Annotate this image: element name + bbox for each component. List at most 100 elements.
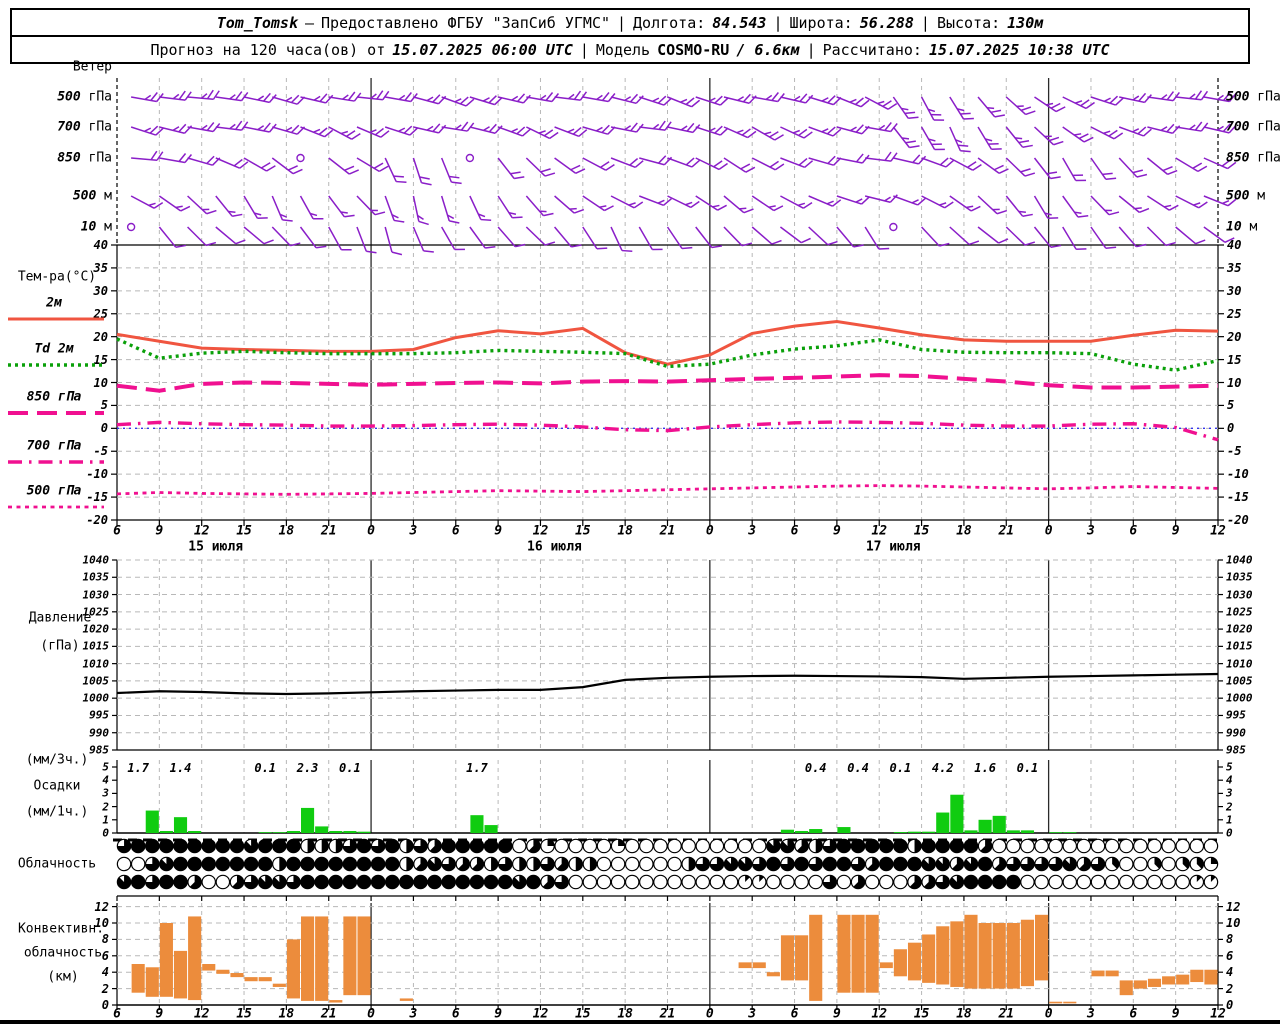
pressure-tick-label: 990	[89, 726, 109, 740]
latitude-value: 56.288	[859, 13, 914, 32]
wind-barb-icon	[808, 195, 842, 207]
convective-cloud-bar	[809, 914, 823, 1001]
cloud-cover-icon	[963, 838, 979, 854]
cloud-cover-fill	[618, 839, 625, 846]
cloud-cover-fill	[406, 857, 414, 871]
cloud-cover-icon	[300, 874, 315, 890]
wind-barb-icon	[977, 226, 1009, 244]
forecast-run-time: 15.07.2025 06:00 UTC	[392, 40, 573, 59]
precip-bar	[357, 831, 371, 833]
cloud-cover-icon	[907, 856, 922, 872]
hour-tick-label: 9	[832, 1006, 841, 1022]
wind-barb-icon	[441, 226, 465, 251]
wind-barb-icon	[949, 96, 974, 120]
precip-tick-label: 2	[102, 800, 109, 814]
pressure-tick-label: 1025	[1226, 605, 1253, 619]
wind-barb-icon	[1175, 226, 1206, 245]
cloud-cover-icon	[568, 838, 584, 854]
wind-level-label: 700 гПа	[1226, 121, 1280, 134]
cloud-cover-fill	[458, 857, 470, 871]
cloud-cover-icon	[596, 838, 612, 854]
convective-tick-label: 10	[1226, 916, 1241, 930]
precip-bar	[173, 817, 188, 833]
cloud-cover-icon	[356, 856, 372, 872]
cloud-cover-icon	[639, 856, 654, 872]
calm-wind-icon	[296, 153, 305, 163]
hour-tick-label: 6	[113, 523, 121, 539]
precip-tick-label: 4	[102, 773, 109, 787]
wind-barb-icon	[949, 226, 980, 246]
cloud-cover-fill	[921, 857, 936, 871]
hour-tick-label: 15	[236, 523, 252, 539]
wind-barb-icon	[751, 157, 785, 171]
wind-barb-icon	[272, 94, 306, 105]
cloud-cover-icon	[1020, 874, 1035, 890]
precip-bar	[484, 825, 498, 833]
pressure-tick-label: 1040	[1226, 553, 1253, 567]
wind-level-label: 10 м	[1226, 221, 1257, 234]
wind-barb-icon	[130, 195, 164, 209]
cloud-cover-icon	[639, 838, 654, 854]
wind-barb-icon	[751, 126, 784, 141]
convective-cloud-bar	[865, 914, 879, 993]
convective-cloud-bar	[286, 939, 300, 999]
cloud-cover-icon	[497, 838, 513, 854]
wind-barb-icon	[187, 122, 221, 133]
cloud-cover-icon	[1161, 874, 1176, 890]
wind-barb-icon	[215, 91, 249, 102]
cloud-cover-fill	[752, 857, 766, 871]
wind-barb-icon	[554, 126, 588, 138]
wind-barb-icon	[328, 126, 361, 140]
wind-barb-icon	[610, 122, 644, 133]
pressure-tick-label: 1030	[1226, 588, 1253, 602]
cloud-cover-icon	[1175, 874, 1191, 890]
cloud-cover-icon	[526, 874, 541, 890]
wind-barb-icon	[215, 226, 246, 245]
cloud-cover-fill	[335, 839, 343, 853]
legend-label-5: 500 гПа	[26, 483, 82, 499]
wind-barb-icon	[158, 226, 186, 248]
wind-barb-icon	[1005, 126, 1033, 148]
cloud-cover-icon	[610, 874, 626, 890]
cloud-cover-icon	[229, 856, 245, 872]
wind-barb-icon	[497, 226, 526, 248]
cloud-cover-icon	[808, 874, 824, 890]
convective-cloud-bar	[1133, 980, 1147, 989]
convective-cloud-bar	[329, 1000, 343, 1003]
precip-tick-label: 2	[1226, 800, 1233, 814]
wind-level-unit: гПа	[1249, 89, 1280, 105]
convective-tick-label: 10	[94, 916, 109, 930]
wind-barb-icon	[1005, 226, 1036, 246]
day-label: 15 июля	[188, 539, 244, 555]
precip-bar	[272, 832, 286, 833]
wind-barb-icon	[215, 120, 249, 131]
wind-barb-icon	[723, 226, 753, 247]
cloud-cover-icon	[159, 874, 174, 890]
convective-cloud-bar	[1091, 970, 1105, 977]
pressure-tick-label: 1035	[82, 570, 110, 584]
pressure-curve	[116, 672, 1219, 696]
wind-level-unit: гПа	[1249, 119, 1280, 135]
temp-tick-label: 25	[93, 306, 108, 321]
temp-series-850-гпа	[116, 373, 1219, 393]
hour-tick-label: 21	[320, 1006, 337, 1022]
precip-tick-label: 1	[1226, 813, 1233, 827]
pressure-tick-label: 1010	[82, 657, 110, 671]
cloud-cover-fill	[472, 857, 484, 871]
wind-barb-icon	[836, 226, 864, 248]
cloud-cover-icon	[695, 838, 711, 854]
cloud-cover-icon	[469, 874, 485, 890]
convective-cloud-bar	[964, 914, 978, 989]
wind-barb-icon	[384, 226, 403, 256]
wind-barb-icon	[610, 226, 633, 253]
wind-barb-icon	[892, 96, 919, 120]
wind-barb-icon	[187, 89, 220, 101]
wind-barb-icon	[667, 96, 701, 108]
hour-tick-label: 21	[320, 523, 337, 539]
wind-barb-icon	[1175, 195, 1208, 209]
wind-barb-icon	[215, 195, 243, 217]
temp-tick-label: 35	[1227, 260, 1242, 275]
cloud-cover-icon	[370, 874, 386, 890]
wind-barb-icon	[1033, 195, 1059, 220]
wind-level-unit: гПа	[80, 150, 113, 166]
